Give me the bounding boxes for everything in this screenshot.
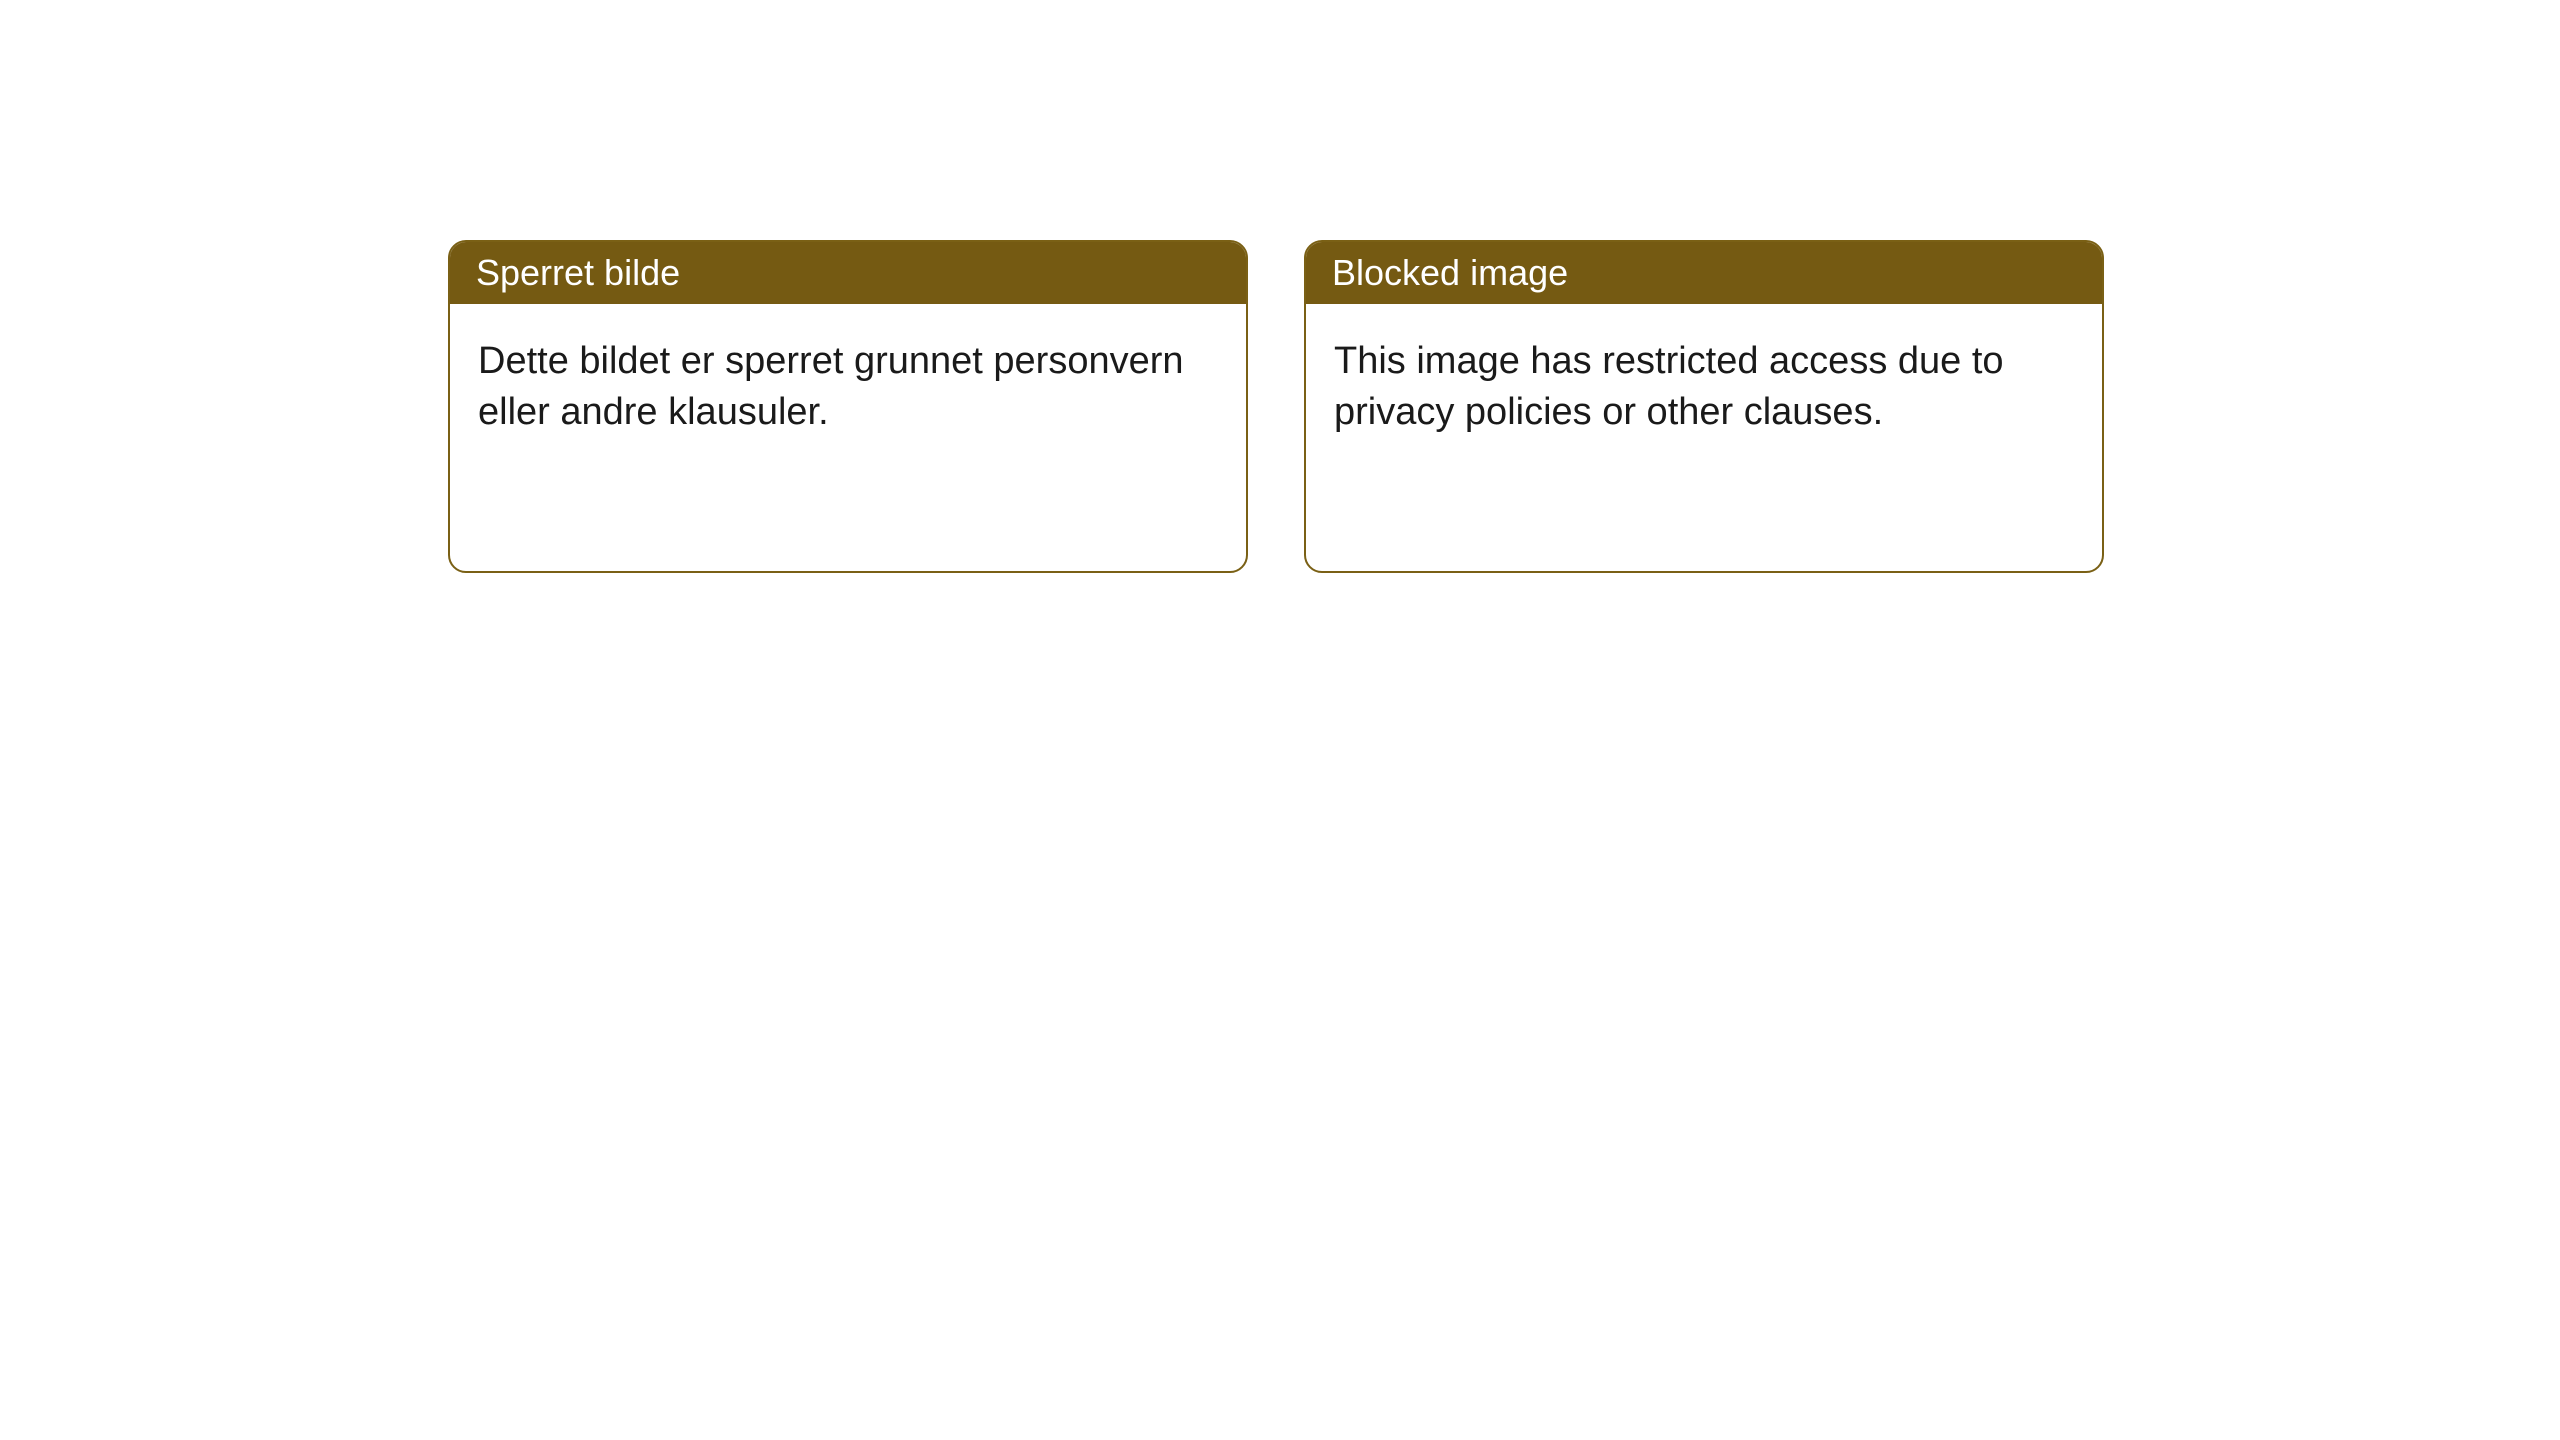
notice-card-english: Blocked image This image has restricted … — [1304, 240, 2104, 573]
notice-card-norwegian: Sperret bilde Dette bildet er sperret gr… — [448, 240, 1248, 573]
card-body-english: This image has restricted access due to … — [1306, 304, 2102, 471]
card-header-norwegian: Sperret bilde — [450, 242, 1246, 304]
card-header-english: Blocked image — [1306, 242, 2102, 304]
notice-container: Sperret bilde Dette bildet er sperret gr… — [0, 0, 2560, 573]
card-body-norwegian: Dette bildet er sperret grunnet personve… — [450, 304, 1246, 471]
